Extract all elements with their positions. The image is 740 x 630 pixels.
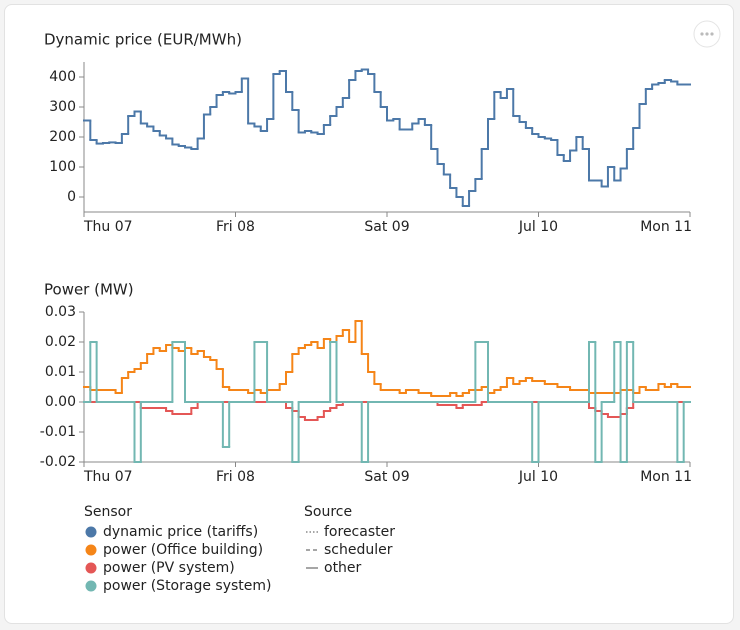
legend-title: Sensor — [84, 504, 132, 520]
menu-dot — [700, 32, 704, 36]
menu-dot — [705, 32, 709, 36]
menu-dot — [710, 32, 714, 36]
legend-symbol — [85, 562, 97, 574]
x-tick-label: Fri 08 — [216, 469, 255, 485]
x-tick-label: Sat 09 — [364, 469, 409, 485]
y-tick-label: 300 — [49, 99, 76, 115]
y-tick-label: 0.02 — [45, 334, 76, 350]
legend-label: power (PV system) — [103, 560, 235, 576]
x-tick-label: Mon 11 — [640, 469, 692, 485]
legend-label: power (Storage system) — [103, 578, 272, 594]
x-tick-label: Mon 11 — [640, 219, 692, 235]
chart-title: Dynamic price (EUR/MWh) — [44, 31, 242, 49]
card — [4, 4, 734, 624]
x-tick-label: Jul 10 — [518, 469, 558, 485]
legend-symbol — [85, 544, 97, 556]
y-tick-label: 400 — [49, 69, 76, 85]
y-tick-label: -0.02 — [40, 454, 76, 470]
x-tick-label: Thu 07 — [83, 469, 133, 485]
legend-title: Source — [304, 504, 352, 520]
legend-label: other — [324, 560, 362, 576]
legend-symbol — [85, 580, 97, 592]
legend-symbol — [85, 526, 97, 538]
y-tick-label: 0.01 — [45, 364, 76, 380]
x-tick-label: Jul 10 — [518, 219, 558, 235]
x-tick-label: Fri 08 — [216, 219, 255, 235]
y-tick-label: 100 — [49, 159, 76, 175]
y-tick-label: 0.00 — [45, 394, 76, 410]
x-tick-label: Thu 07 — [83, 219, 133, 235]
x-tick-label: Sat 09 — [364, 219, 409, 235]
y-tick-label: 0.03 — [45, 304, 76, 320]
chart-title: Power (MW) — [44, 281, 134, 299]
legend-label: dynamic price (tariffs) — [103, 524, 258, 540]
y-tick-label: 200 — [49, 129, 76, 145]
legend-label: forecaster — [324, 524, 395, 540]
y-tick-label: -0.01 — [40, 424, 76, 440]
legend-label: power (Office building) — [103, 542, 263, 558]
legend-label: scheduler — [324, 542, 393, 558]
y-tick-label: 0 — [67, 189, 76, 205]
